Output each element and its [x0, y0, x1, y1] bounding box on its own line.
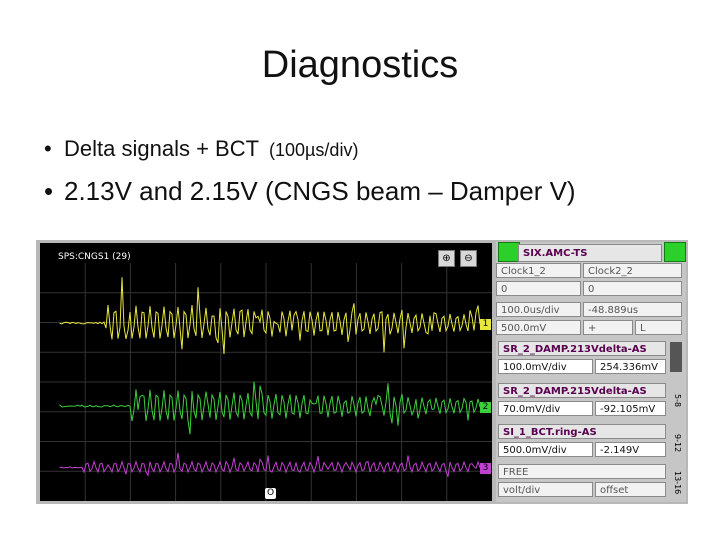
channel-3-name[interactable]: SI_1_BCT.ring-AS [498, 424, 666, 439]
timebase-field[interactable]: 100.0us/div [496, 302, 581, 317]
channel-2-scale[interactable]: 70.0mV/div [498, 401, 593, 416]
bullet-glyph: • [44, 176, 54, 206]
trigger-mode-field[interactable]: L [635, 320, 682, 335]
clock2-field[interactable]: Clock2_2 [583, 263, 682, 278]
bullet-glyph: • [44, 136, 52, 161]
trace-marker-2[interactable]: 2 [480, 402, 491, 413]
bullet-1: • Delta signals + BCT (100µs/div) [44, 136, 358, 162]
status-led-left [498, 242, 520, 262]
free-channel-scale[interactable]: volt/div [498, 482, 593, 497]
scope-screen[interactable]: SPS:CNGS1 (29) ⊕ ⊖ 1 2 3 O [40, 243, 492, 501]
trace-channel-2 [59, 381, 481, 435]
scope-screen-title: SPS:CNGS1 (29) [58, 252, 131, 262]
scope-control-panel: SIX.AMC-TS Clock1_2 Clock2_2 0 0 100.0us… [496, 242, 686, 502]
bullet-1-unit: (100µs/div) [269, 140, 359, 160]
free-channel-offset[interactable]: offset [595, 482, 666, 497]
trace-channel-3 [59, 452, 481, 477]
time-offset-field[interactable]: -48.889us [583, 302, 682, 317]
trigger-level-field[interactable]: 500.0mV [496, 320, 581, 335]
bullet-1-text: Delta signals + BCT [64, 136, 260, 161]
scope-traces [40, 263, 492, 501]
trigger-slope-field[interactable]: + [583, 320, 633, 335]
bullet-2: • 2.13V and 2.15V (CNGS beam – Damper V) [44, 176, 576, 207]
trace-marker-3[interactable]: 3 [480, 463, 491, 474]
side-tab-13-16[interactable]: 13-16 [673, 471, 682, 495]
channel-1-scale[interactable]: 100.0mV/div [498, 359, 593, 374]
status-led-right [664, 242, 686, 262]
trigger-marker[interactable]: O [265, 488, 276, 499]
channel-2-value: -92.105mV [595, 401, 666, 416]
channel-3-value: -2.149V [595, 442, 666, 457]
bullet-2-text: 2.13V and 2.15V (CNGS beam – Damper V) [64, 176, 576, 206]
clock1-value[interactable]: 0 [496, 281, 581, 296]
side-tab-9-12[interactable]: 9-12 [673, 433, 682, 453]
channel-1-value: 254.336mV [595, 359, 666, 374]
zoom-in-icon[interactable]: ⊕ [438, 250, 455, 267]
trace-marker-1[interactable]: 1 [480, 319, 491, 330]
slide-title: Diagnostics [261, 44, 459, 86]
side-tab-5-8[interactable]: 5-8 [673, 394, 682, 408]
channel-3-scale[interactable]: 500.0mV/div [498, 442, 593, 457]
channel-2-name[interactable]: SR_2_DAMP.215Vdelta-AS [498, 383, 666, 398]
clock1-field[interactable]: Clock1_2 [496, 263, 581, 278]
oscilloscope-view: SPS:CNGS1 (29) ⊕ ⊖ 1 2 3 O SIX.AMC-TS Cl… [36, 240, 688, 504]
scrollbar-handle[interactable] [670, 342, 682, 372]
clock2-value[interactable]: 0 [583, 281, 682, 296]
channel-1-name[interactable]: SR_2_DAMP.213Vdelta-AS [498, 341, 666, 356]
zoom-out-icon[interactable]: ⊖ [460, 250, 477, 267]
panel-header: SIX.AMC-TS [518, 244, 662, 262]
trace-channel-1 [59, 277, 481, 355]
free-channel-name[interactable]: FREE [498, 464, 666, 479]
